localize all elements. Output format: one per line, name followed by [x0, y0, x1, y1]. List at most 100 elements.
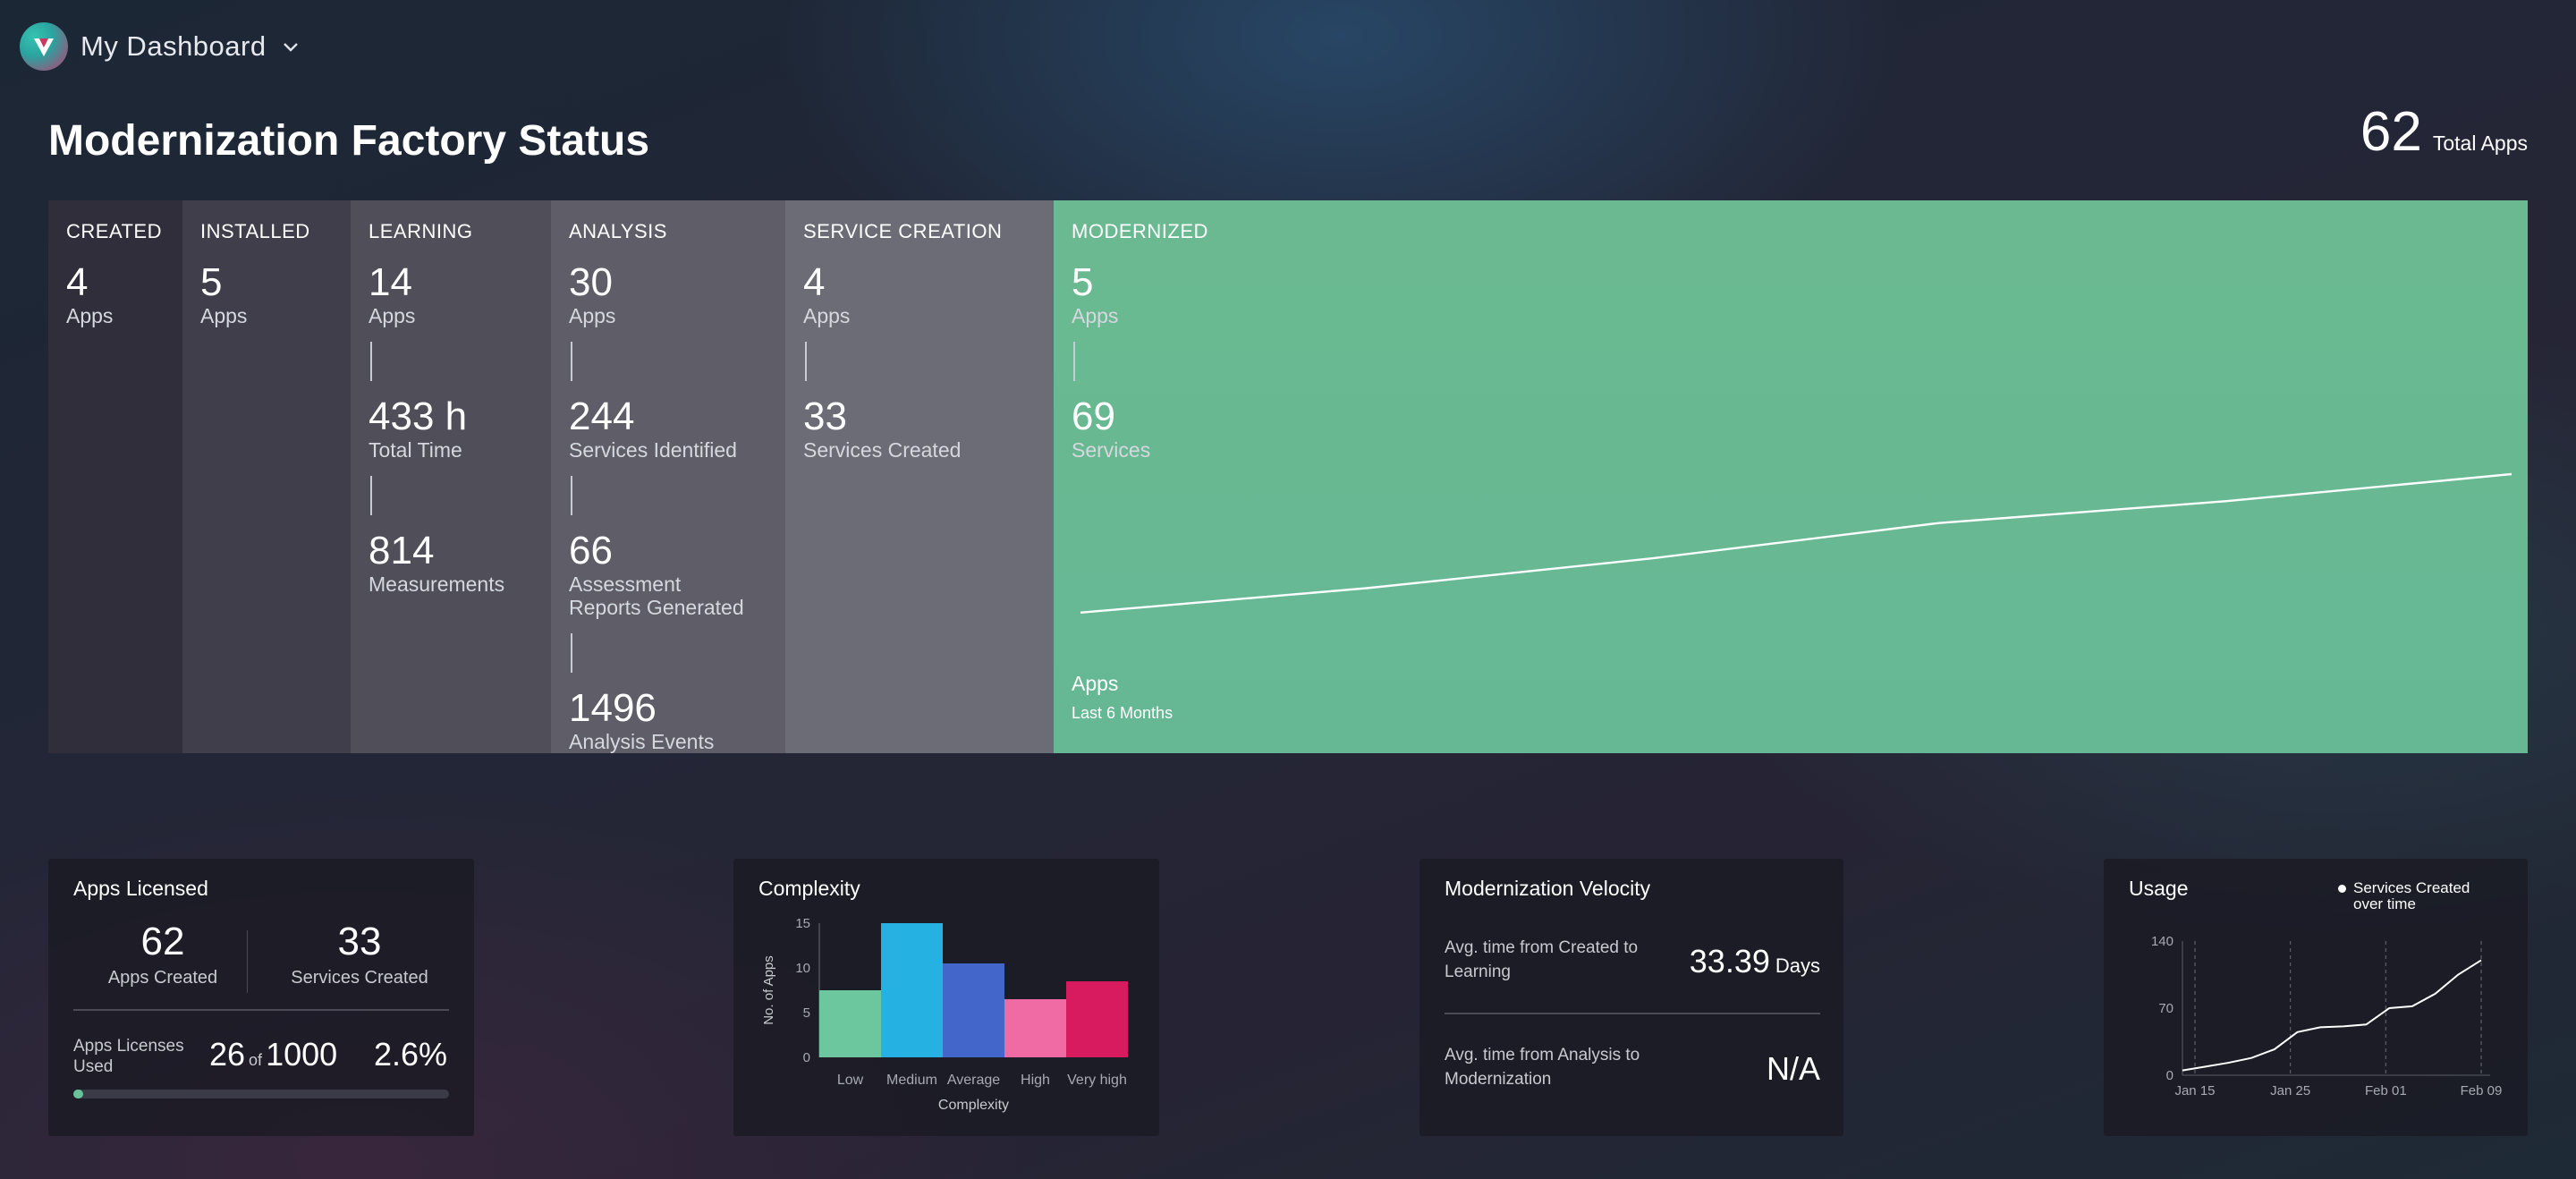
apps-metric: 30 Apps — [569, 261, 767, 328]
legend-dot-icon — [2338, 885, 2346, 893]
reports-metric: 66 Assessment Reports Generated — [569, 529, 767, 620]
metric-value: 5 — [1072, 260, 1094, 304]
stage-modernized[interactable]: MODERNIZED 5 Apps 69 Services Apps Last … — [1054, 200, 2528, 753]
licenses-total: 1000 — [266, 1036, 338, 1073]
velocity-label: Avg. time from Analysis to Modernization — [1445, 1046, 1640, 1089]
x-tick-label: Feb 01 — [2365, 1083, 2407, 1098]
separator — [370, 342, 372, 381]
total-apps: 62 Total Apps — [2360, 100, 2528, 164]
velocity-card: Modernization Velocity Avg. time from Cr… — [1419, 859, 1843, 1136]
apps-metric: 5 Apps — [1072, 260, 2510, 328]
velocity-row-analysis-modernization: Avg. time from Analysis to Modernization… — [1445, 1043, 1820, 1097]
x-tick-label: Medium — [886, 1073, 937, 1088]
apps-licensed-card: Apps Licensed 62 Apps Created 33 Service… — [48, 859, 474, 1136]
apps-metric: 14 Apps — [369, 260, 533, 328]
separator — [1073, 342, 1075, 381]
v-logo-icon — [34, 38, 54, 56]
services-metric: 244 Services Identified — [569, 395, 767, 462]
stat-value: 62 — [140, 920, 185, 963]
metric-unit: Apps — [569, 304, 616, 327]
stage-installed[interactable]: INSTALLED 5 Apps — [182, 200, 351, 753]
stage-strip: CREATED 4 Apps INSTALLED 5 Apps LEARNING… — [48, 200, 2528, 753]
divider — [1445, 1013, 1820, 1014]
y-tick-label: 70 — [2158, 1001, 2174, 1016]
usage-legend: Services Created over time — [2338, 880, 2487, 912]
velocity-row-created-learning: Avg. time from Created to Learning 33.39… — [1445, 936, 1820, 989]
metric-value: 69 — [1072, 394, 1115, 438]
bar-high[interactable] — [1004, 999, 1066, 1057]
legend-label: Services Created over time — [2353, 879, 2470, 912]
metric-value: 33 — [803, 394, 847, 438]
x-tick-label: Very high — [1067, 1073, 1127, 1088]
x-tick-label: Jan 15 — [2174, 1083, 2215, 1098]
stage-service-creation[interactable]: SERVICE CREATION 4 Apps 33 Services Crea… — [785, 200, 1054, 753]
complexity-card: 0 5 10 15 Low Medium Average High Very high Compl… — [733, 859, 1159, 1136]
bar-medium[interactable] — [881, 923, 943, 1057]
apps-metric: 4 Apps — [803, 261, 1036, 328]
y-tick-label: 15 — [795, 916, 810, 931]
metric-unit: Measurements — [369, 573, 505, 596]
total-apps-label: Total Apps — [2432, 131, 2528, 155]
metric-unit: Apps — [803, 304, 851, 327]
stage-analysis[interactable]: ANALYSIS 30 Apps 244 Services Identified… — [551, 200, 785, 753]
stage-label: CREATED — [66, 220, 162, 242]
chevron-down-icon[interactable] — [281, 37, 301, 56]
licenses-percent: 2.6% — [373, 1036, 447, 1073]
separator — [571, 476, 572, 515]
licenses-of: of — [249, 1051, 263, 1069]
licenses-used: 26 of 1000 — [209, 1036, 337, 1073]
metric-unit: Apps — [66, 304, 114, 327]
metric-unit: Assessment Reports Generated — [569, 573, 744, 619]
dashboard-selector[interactable]: My Dashboard — [20, 21, 301, 72]
page-title: Modernization Factory Status — [48, 117, 650, 165]
stat-value: 33 — [337, 920, 382, 963]
modernized-trend-chart — [1080, 472, 2512, 615]
metric-value: 814 — [369, 529, 435, 573]
licenses-progress-bar — [73, 1090, 449, 1098]
complexity-bar-chart: 0 5 10 15 Low Medium Average High Very high Compl… — [761, 916, 1128, 1113]
app-logo — [20, 22, 68, 71]
velocity-number: 33.39 — [1689, 943, 1770, 980]
total-apps-value: 62 — [2360, 101, 2422, 163]
services-created-stat: 33 Services Created — [270, 920, 449, 988]
stage-label: INSTALLED — [200, 220, 310, 242]
metric-value: 244 — [569, 394, 635, 438]
stage-created[interactable]: CREATED 4 Apps — [48, 200, 182, 753]
metric-value: 4 — [66, 260, 89, 304]
measurements-metric: 814 Measurements — [369, 529, 533, 597]
metric-unit: Services Created — [803, 438, 962, 462]
bar-average[interactable] — [943, 963, 1004, 1057]
y-tick-label: 10 — [795, 961, 810, 976]
velocity-value: 33.39 Days — [1690, 943, 1820, 980]
metric-value: 66 — [569, 529, 613, 573]
metric-value: 5 — [200, 260, 223, 304]
dashboard-name[interactable]: My Dashboard — [80, 30, 267, 62]
usage-series-line — [2182, 959, 2482, 1072]
stage-learning[interactable]: LEARNING 14 Apps 433 h Total Time 814 Me… — [351, 200, 551, 753]
licenses-label: Apps Licenses Used — [73, 1037, 184, 1076]
x-axis-title: Complexity — [938, 1098, 1009, 1113]
stat-label: Apps Created — [107, 968, 218, 988]
usage-card: 0 70 140 Jan 15 Jan 25 Feb 01 Feb 09 Usage Ser… — [2104, 859, 2528, 1136]
card-title: Apps Licensed — [73, 877, 208, 900]
y-tick-label: 5 — [803, 1005, 810, 1021]
apps-metric: 5 Apps — [200, 260, 333, 328]
metric-unit: Analysis Events — [569, 730, 715, 753]
separator — [571, 633, 572, 673]
metric-value: 14 — [369, 260, 412, 304]
bar-low[interactable] — [819, 990, 881, 1057]
y-tick-label: 0 — [803, 1050, 810, 1065]
stage-label: LEARNING — [369, 220, 473, 242]
apps-created-stat: 62 Apps Created — [73, 920, 252, 988]
bar-very-high[interactable] — [1066, 981, 1128, 1057]
metric-unit: Total Time — [369, 438, 462, 462]
x-tick-label: High — [1021, 1073, 1050, 1088]
trend-chart-sublabel: Last 6 Months — [1072, 704, 1174, 722]
time-metric: 433 h Total Time — [369, 395, 533, 462]
stage-label: ANALYSIS — [569, 220, 667, 242]
x-tick-label: Jan 25 — [2270, 1083, 2310, 1098]
x-tick-label: Low — [837, 1073, 864, 1088]
licenses-used-value: 26 — [209, 1036, 246, 1073]
metric-unit: Apps — [369, 304, 416, 327]
velocity-value: N/A — [1766, 1050, 1820, 1087]
